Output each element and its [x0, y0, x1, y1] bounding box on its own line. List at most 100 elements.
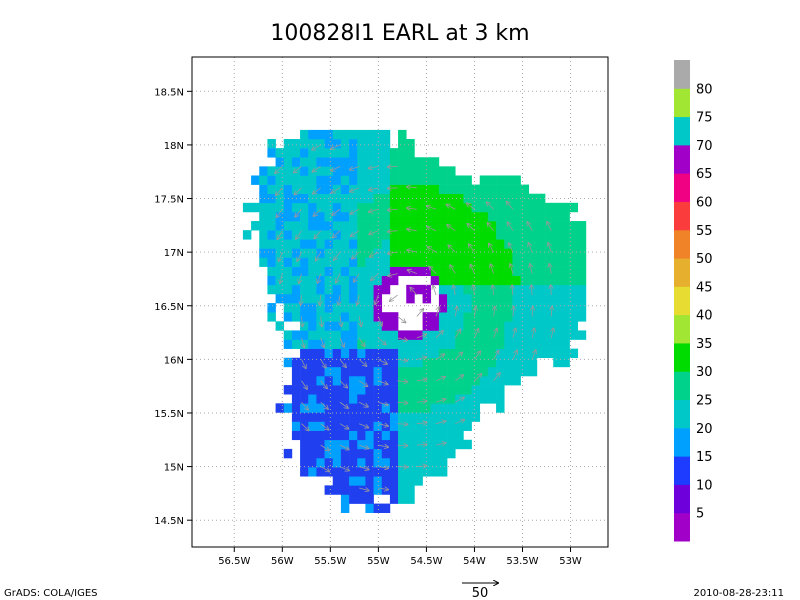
wind-speed-cell: [357, 275, 366, 286]
wind-speed-cell: [512, 239, 521, 249]
wind-speed-cell: [536, 221, 546, 231]
wind-speed-cell: [316, 230, 325, 240]
wind-speed-cell: [422, 394, 432, 404]
wind-speed-cell: [414, 202, 423, 213]
wind-speed-cell: [512, 275, 521, 286]
wind-speed-cell: [438, 312, 448, 322]
wind-speed-cell: [340, 257, 350, 267]
wind-speed-cell: [267, 139, 276, 149]
wind-speed-cell: [365, 476, 374, 486]
wind-speed-cell: [275, 403, 285, 413]
wind-speed-cell: [406, 211, 415, 222]
wind-speed-cell: [381, 439, 391, 450]
wind-speed-cell: [471, 312, 481, 322]
wind-speed-cell: [381, 266, 391, 277]
wind-vector: [312, 144, 321, 150]
wind-speed-cell: [283, 385, 293, 395]
wind-speed-cell: [447, 293, 456, 304]
wind-speed-cell: [324, 184, 334, 195]
wind-speed-cell: [332, 148, 342, 158]
wind-speed-cell: [463, 284, 472, 295]
wind-speed-cell: [430, 211, 440, 222]
wind-speed-cell: [520, 348, 530, 359]
wind-speed-cell: [553, 275, 562, 286]
wind-speed-cell: [381, 366, 391, 377]
wind-speed-cell: [291, 184, 301, 195]
wind-speed-cell: [536, 239, 546, 249]
wind-speed-cell: [512, 330, 521, 340]
wind-speed-cell: [504, 348, 513, 359]
wind-speed-cell: [430, 248, 440, 258]
wind-vector: [388, 231, 398, 232]
wind-speed-cell: [438, 248, 448, 258]
wind-vector: [454, 352, 462, 360]
wind-speed-cell: [430, 257, 440, 267]
wind-speed-cell: [357, 184, 366, 195]
wind-speed-cell: [504, 366, 513, 377]
wind-speed-cell: [365, 221, 374, 231]
wind-speed-cell: [487, 293, 497, 304]
wind-speed-cell: [438, 284, 448, 295]
wind-speed-cell: [300, 175, 309, 185]
wind-vector: [301, 380, 308, 389]
wind-speed-cell: [275, 184, 285, 195]
wind-speed-cell: [365, 129, 374, 140]
wind-speed-cell: [496, 257, 505, 267]
wind-speed-cell: [398, 139, 407, 149]
wind-vector: [301, 401, 309, 410]
wind-speed-cell: [251, 202, 260, 213]
wind-speed-cell: [520, 184, 530, 195]
wind-speed-cell: [357, 375, 366, 386]
wind-speed-cell: [553, 239, 562, 249]
wind-speed-cell: [406, 485, 415, 495]
wind-speed-cell: [414, 175, 423, 185]
wind-speed-cell: [512, 339, 521, 349]
wind-speed-cell: [406, 166, 415, 176]
wind-speed-cell: [430, 467, 440, 477]
wind-speed-cell: [496, 230, 505, 240]
wind-speed-cell: [504, 330, 513, 340]
wind-speed-cell: [577, 312, 587, 322]
wind-speed-cell: [438, 221, 448, 231]
wind-vector: [416, 357, 427, 359]
wind-speed-cell: [496, 293, 505, 304]
wind-speed-cell: [373, 339, 383, 349]
wind-speed-cell: [365, 139, 374, 149]
colorbar-label: 60: [696, 195, 713, 210]
wind-speed-cell: [381, 412, 391, 422]
wind-speed-cell: [300, 166, 309, 176]
wind-vector: [528, 243, 533, 253]
wind-vector: [339, 359, 346, 367]
wind-vector: [453, 285, 455, 296]
wind-speed-cell: [259, 248, 268, 258]
wind-speed-cell: [455, 412, 464, 422]
wind-speed-cell: [512, 211, 521, 222]
wind-speed-cell: [340, 330, 350, 340]
wind-speed-cell: [438, 467, 448, 477]
wind-speed-cell: [528, 275, 538, 286]
wind-speed-cell: [430, 403, 440, 413]
wind-speed-cell: [471, 412, 481, 422]
wind-speed-cell: [357, 157, 366, 167]
wind-speed-cell: [487, 230, 497, 240]
wind-speed-cell: [275, 284, 285, 295]
wind-speed-cell: [398, 375, 407, 386]
wind-speed-cell: [430, 375, 440, 386]
wind-speed-cell: [357, 467, 366, 477]
wind-speed-cell: [463, 412, 472, 422]
wind-vector: [493, 328, 497, 339]
wind-speed-cell: [365, 202, 374, 213]
wind-speed-cell: [275, 266, 285, 277]
wind-speed-cell: [479, 385, 489, 395]
wind-speed-cell: [438, 239, 448, 249]
wind-speed-cell: [267, 202, 276, 213]
wind-speed-cell: [349, 403, 358, 413]
wind-speed-cell: [447, 321, 456, 331]
wind-speed-cell: [316, 467, 325, 477]
wind-speed-cell: [487, 385, 497, 395]
wind-speed-cell: [430, 239, 440, 249]
wind-speed-cell: [504, 321, 513, 331]
wind-speed-cell: [324, 385, 334, 395]
wind-speed-cell: [365, 375, 374, 386]
wind-speed-cell: [365, 293, 374, 304]
